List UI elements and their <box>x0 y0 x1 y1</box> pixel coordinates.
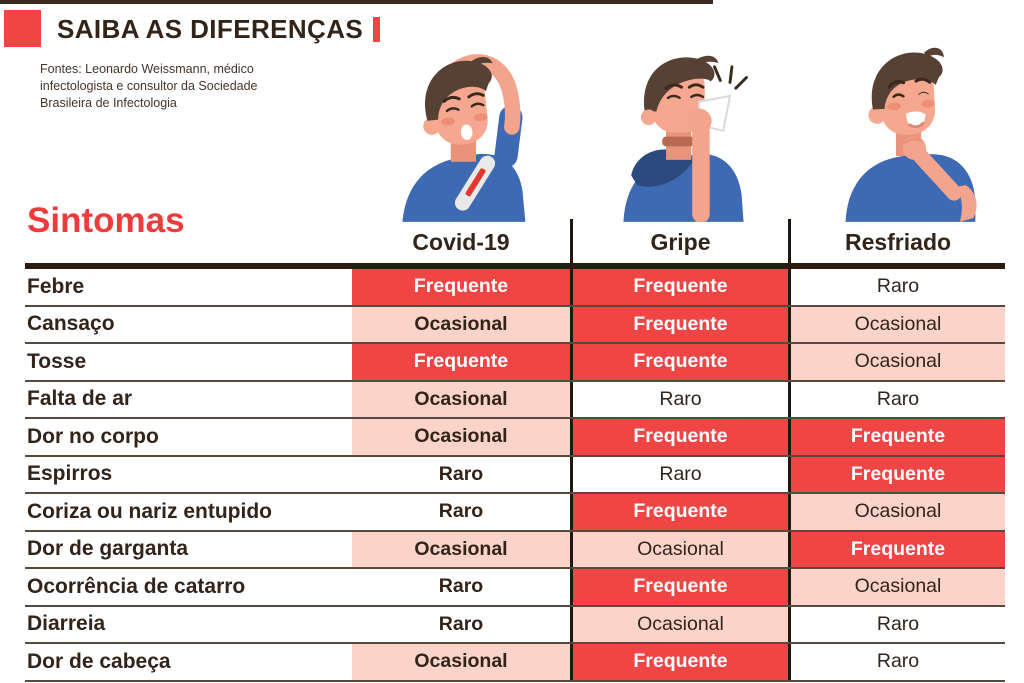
frequency-cell: Ocasional <box>352 531 570 567</box>
table-row: Febre Frequente Frequente Raro <box>25 269 1005 307</box>
symptom-label: Dor no corpo <box>27 424 159 448</box>
source-line: Fontes: Leonardo Weissmann, médico <box>40 62 254 76</box>
frequency-cell: Frequente <box>570 344 788 380</box>
frequency-cell: Raro <box>352 606 570 642</box>
frequency-cell: Raro <box>570 381 788 417</box>
table-row: Dor no corpo Ocasional Frequente Frequente <box>25 419 1005 457</box>
frequency-cell: Raro <box>788 606 1005 642</box>
page-title: SAIBA AS DIFERENÇAS <box>57 13 381 45</box>
symptom-label: Febre <box>27 274 85 298</box>
column-header-resfriado: Resfriado <box>788 219 1005 263</box>
table-row: Coriza ou nariz entupido Raro Frequente Oca… <box>25 494 1005 532</box>
frequency-cell: Frequente <box>352 269 570 305</box>
frequency-cell: Raro <box>352 494 570 530</box>
table-row: Tosse Frequente Frequente Ocasional <box>25 344 1005 382</box>
frequency-cell: Ocasional <box>570 531 788 567</box>
table-body: Febre Frequente Frequente Raro Cansaço Ocasio… <box>25 269 1005 682</box>
top-rule <box>0 0 713 4</box>
table-row: Diarreia Raro Ocasional Raro <box>25 606 1005 644</box>
sore-throat-man-illustration <box>845 47 977 222</box>
symptom-label: Ocorrência de catarro <box>27 574 246 598</box>
title-red-tick-icon <box>373 17 381 42</box>
symptom-label: Espirros <box>27 462 113 486</box>
symptom-label: Cansaço <box>27 312 115 336</box>
frequency-cell: Frequente <box>570 494 788 530</box>
source-line: Brasileira de Infectologia <box>40 96 177 110</box>
coughing-man-illustration <box>623 55 748 222</box>
title-red-block <box>4 10 41 47</box>
symptom-label: Diarreia <box>27 612 106 636</box>
frequency-cell: Frequente <box>788 456 1005 492</box>
table-title: Sintomas <box>27 201 185 240</box>
column-header-covid: Covid-19 <box>412 229 510 255</box>
frequency-cell: Raro <box>788 644 1005 680</box>
frequency-cell: Frequente <box>570 269 788 305</box>
frequency-cell: Frequente <box>570 569 788 605</box>
table-row: Cansaço Ocasional Frequente Ocasional <box>25 306 1005 344</box>
frequency-cell: Ocasional <box>352 644 570 680</box>
table-header-row: Covid-19 Gripe Resfriado <box>25 219 1005 263</box>
frequency-cell: Ocasional <box>788 569 1005 605</box>
table-row: Ocorrência de catarro Raro Frequente Ocasio… <box>25 569 1005 607</box>
frequency-cell: Raro <box>352 569 570 605</box>
table-row: Falta de ar Ocasional Raro Raro <box>25 381 1005 419</box>
symptoms-table: Covid-19 Gripe Resfriado Febre Frequente F… <box>25 219 1005 682</box>
symptom-label: Tosse <box>27 349 87 373</box>
frequency-cell: Raro <box>788 381 1005 417</box>
page-title-text: SAIBA AS DIFERENÇAS <box>57 14 364 44</box>
table-row: Dor de cabeça Ocasional Frequente Raro <box>25 644 1005 682</box>
frequency-cell: Raro <box>352 456 570 492</box>
frequency-cell: Ocasional <box>352 381 570 417</box>
source-line: infectologista e consultor da Sociedade <box>40 79 258 93</box>
source-credit: Fontes: Leonardo Weissmann, médico infec… <box>40 61 258 112</box>
frequency-cell: Frequente <box>570 306 788 342</box>
frequency-cell: Ocasional <box>788 344 1005 380</box>
frequency-cell: Raro <box>570 456 788 492</box>
frequency-cell: Frequente <box>570 419 788 455</box>
frequency-cell: Ocasional <box>788 306 1005 342</box>
fever-man-illustration <box>402 54 526 222</box>
symptom-label: Dor de garganta <box>27 537 189 561</box>
table-row: Dor de garganta Ocasional Ocasional Frequen… <box>25 531 1005 569</box>
frequency-cell: Ocasional <box>352 306 570 342</box>
frequency-cell: Frequente <box>352 344 570 380</box>
frequency-cell: Ocasional <box>352 419 570 455</box>
frequency-cell: Frequente <box>788 531 1005 567</box>
header-rule <box>25 263 1005 269</box>
symptom-label: Falta de ar <box>27 387 133 411</box>
symptom-label: Coriza ou nariz entupido <box>27 499 272 523</box>
frequency-cell: Frequente <box>570 644 788 680</box>
frequency-cell: Frequente <box>788 419 1005 455</box>
symptom-label: Dor de cabeça <box>27 649 171 673</box>
frequency-cell: Ocasional <box>788 494 1005 530</box>
column-header-gripe: Gripe <box>570 219 788 263</box>
frequency-cell: Ocasional <box>570 606 788 642</box>
table-row: Espirros Raro Raro Frequente <box>25 456 1005 494</box>
frequency-cell: Raro <box>788 269 1005 305</box>
